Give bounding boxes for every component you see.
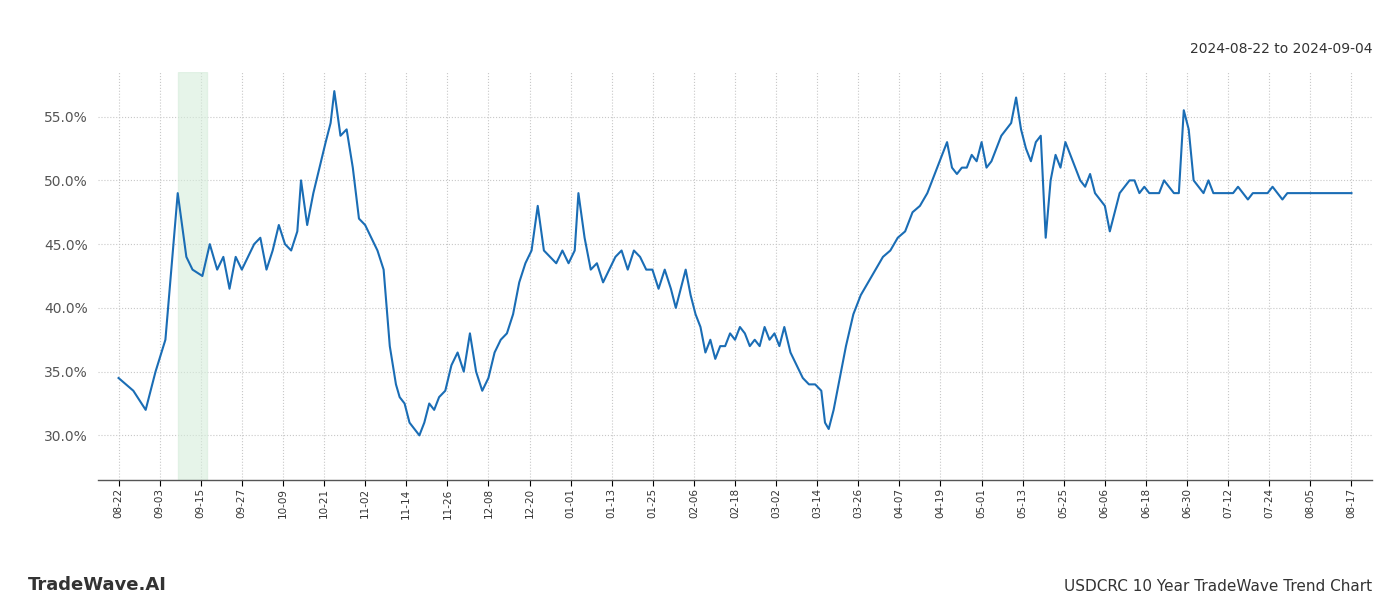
Text: 2024-08-22 to 2024-09-04: 2024-08-22 to 2024-09-04 — [1190, 42, 1372, 56]
Text: TradeWave.AI: TradeWave.AI — [28, 576, 167, 594]
Text: USDCRC 10 Year TradeWave Trend Chart: USDCRC 10 Year TradeWave Trend Chart — [1064, 579, 1372, 594]
Bar — [178, 72, 207, 480]
